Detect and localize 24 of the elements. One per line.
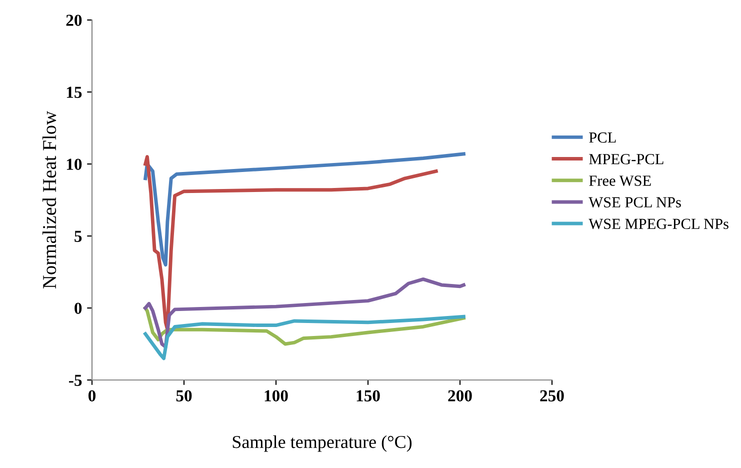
y-axis-title: Normalized Heat Flow	[42, 110, 56, 289]
y-tick-label: -5	[69, 374, 82, 386]
x-tick-label: 150	[356, 390, 380, 402]
x-tick-label: 250	[540, 390, 564, 402]
x-tick-label: 0	[88, 390, 96, 402]
y-tick-label: 5	[74, 230, 82, 242]
line-series	[144, 306, 466, 346]
x-tick-label: 200	[448, 390, 472, 402]
legend-label: WSE PCL NPs	[588, 197, 681, 208]
x-tick-label: 100	[264, 390, 288, 402]
y-tick-label: 15	[66, 86, 82, 98]
legend-label: MPEG-PCL	[589, 154, 664, 164]
y-tick-label: 0	[74, 302, 82, 314]
line-series	[144, 155, 438, 332]
legend-label: PCL	[589, 132, 616, 143]
line-series	[144, 314, 466, 360]
legend-label: Free WSE	[589, 176, 651, 186]
legend-label: WSE MPEG-PCL NPs	[588, 218, 728, 230]
line-series	[144, 277, 466, 349]
x-tick-label: 50	[176, 390, 192, 402]
y-tick-label: 10	[66, 158, 82, 170]
line-series	[144, 152, 466, 267]
x-axis-title: Sample temperature (°C)	[232, 435, 412, 452]
y-tick-label: 20	[66, 14, 82, 26]
